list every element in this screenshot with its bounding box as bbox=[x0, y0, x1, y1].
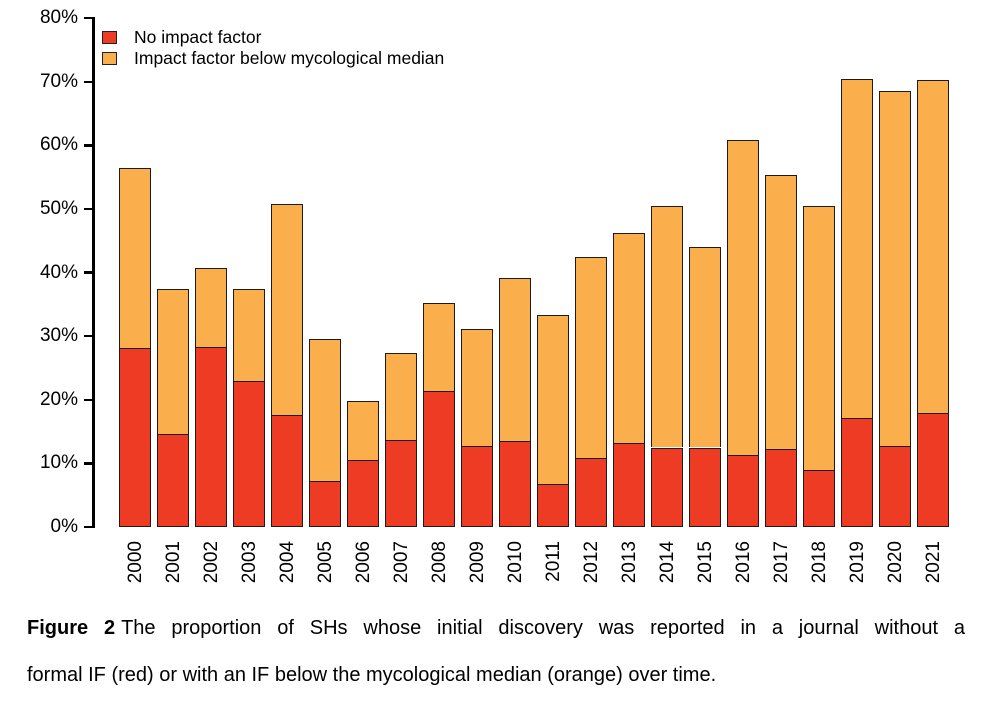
bar-segment-red-2020 bbox=[879, 446, 911, 527]
bar-segment-red-2021 bbox=[917, 413, 949, 527]
y-tick-label-40%: 40% bbox=[39, 261, 78, 283]
x-tick-label-2006: 2006 bbox=[352, 541, 374, 584]
x-tick-label-2008: 2008 bbox=[428, 541, 450, 584]
bar-segment-orange-2015 bbox=[689, 247, 721, 448]
legend-item-no-impact-factor: No impact factor bbox=[102, 27, 444, 47]
x-tick-label-2017: 2017 bbox=[770, 541, 792, 584]
bar-segment-red-2002 bbox=[195, 347, 227, 527]
y-tick-mark-0% bbox=[84, 525, 93, 529]
figure-caption-line-2: formal IF (red) or with an IF below the … bbox=[27, 652, 965, 699]
bar-segment-orange-2006 bbox=[347, 401, 379, 461]
bar-segment-orange-2007 bbox=[385, 353, 417, 440]
bar-segment-red-2019 bbox=[841, 418, 873, 527]
bar-segment-red-2014 bbox=[651, 447, 683, 527]
bar-segment-red-2016 bbox=[727, 455, 759, 527]
y-tick-label-50%: 50% bbox=[39, 198, 78, 219]
figure-caption-line-1: Figure 2 The proportion of SHs whose init… bbox=[27, 605, 965, 652]
bar-segment-red-2000 bbox=[119, 348, 151, 527]
x-tick-label-2010: 2010 bbox=[504, 541, 526, 584]
y-tick-mark-40% bbox=[84, 271, 93, 274]
bar-segment-orange-2012 bbox=[575, 256, 607, 459]
x-tick-label-2019: 2019 bbox=[846, 541, 868, 584]
bar-segment-orange-2009 bbox=[461, 328, 493, 446]
bar-segment-red-2012 bbox=[575, 458, 607, 527]
x-tick-label-2014: 2014 bbox=[656, 541, 678, 584]
bar-segment-red-2007 bbox=[385, 439, 417, 527]
y-tick-mark-20% bbox=[84, 398, 93, 402]
y-tick-label-20%: 20% bbox=[39, 388, 78, 410]
bar-segment-orange-2000 bbox=[119, 168, 151, 349]
y-tick-mark-30% bbox=[84, 334, 93, 338]
y-tick-mark-50% bbox=[84, 207, 93, 211]
x-tick-label-2015: 2015 bbox=[694, 541, 716, 584]
legend-label-no-impact-factor: No impact factor bbox=[134, 27, 262, 47]
x-tick-label-2020: 2020 bbox=[884, 541, 906, 584]
bar-segment-orange-2010 bbox=[499, 277, 531, 441]
x-tick-label-2007: 2007 bbox=[390, 541, 412, 584]
legend-swatch-orange bbox=[102, 51, 117, 65]
x-tick-label-2011: 2011 bbox=[542, 541, 564, 582]
bar-segment-red-2009 bbox=[461, 445, 493, 527]
bar-segment-red-2005 bbox=[309, 480, 341, 527]
bar-segment-orange-2017 bbox=[765, 174, 797, 450]
y-tick-label-0%: 0% bbox=[50, 516, 78, 537]
x-tick-label-2000: 2000 bbox=[124, 541, 146, 584]
bar-segment-red-2003 bbox=[233, 380, 265, 527]
x-tick-label-2005: 2005 bbox=[314, 541, 336, 584]
bar-segment-orange-2011 bbox=[537, 315, 569, 485]
x-tick-label-2001: 2001 bbox=[162, 541, 184, 584]
x-tick-label-2021: 2021 bbox=[922, 541, 944, 584]
bar-segment-orange-2014 bbox=[651, 205, 683, 448]
y-axis-line bbox=[92, 17, 95, 528]
bar-segment-orange-2001 bbox=[157, 288, 189, 434]
bar-segment-orange-2005 bbox=[309, 339, 341, 481]
y-tick-label-60%: 60% bbox=[39, 134, 78, 156]
bar-segment-red-2017 bbox=[765, 449, 797, 527]
bar-segment-orange-2013 bbox=[613, 233, 645, 444]
bar-segment-red-2010 bbox=[499, 440, 531, 527]
figure-caption-text-1: The proportion of SHs whose initial disc… bbox=[121, 617, 965, 639]
bar-segment-red-2011 bbox=[537, 484, 569, 527]
bar-segment-orange-2002 bbox=[195, 268, 227, 347]
x-tick-label-2003: 2003 bbox=[238, 541, 260, 584]
bar-segment-orange-2016 bbox=[727, 139, 759, 456]
bar-segment-red-2001 bbox=[157, 433, 189, 527]
x-tick-label-2013: 2013 bbox=[618, 541, 640, 584]
bar-segment-orange-2018 bbox=[803, 206, 835, 471]
bar-segment-orange-2019 bbox=[841, 78, 873, 419]
y-tick-label-30%: 30% bbox=[39, 325, 78, 347]
figure-caption-text-2: formal IF (red) or with an IF below the … bbox=[27, 664, 717, 686]
y-tick-mark-60% bbox=[84, 144, 93, 147]
figure-caption-label: Figure 2 bbox=[27, 617, 116, 639]
bar-segment-red-2018 bbox=[803, 470, 835, 527]
y-tick-mark-10% bbox=[84, 462, 93, 465]
y-tick-mark-80% bbox=[84, 16, 93, 20]
y-tick-label-70%: 70% bbox=[39, 70, 78, 92]
legend-swatch-red bbox=[102, 30, 117, 44]
stacked-bar-chart: No impact factor Impact factor below myc… bbox=[39, 7, 949, 584]
legend-item-below-median: Impact factor below mycological median bbox=[102, 48, 444, 68]
bar-segment-orange-2020 bbox=[879, 90, 911, 447]
chart-legend: No impact factor Impact factor below myc… bbox=[102, 27, 444, 68]
bar-segment-orange-2008 bbox=[423, 303, 455, 391]
figure-caption: Figure 2 The proportion of SHs whose init… bbox=[27, 605, 965, 699]
y-tick-label-80%: 80% bbox=[39, 7, 78, 29]
x-tick-label-2018: 2018 bbox=[808, 541, 830, 584]
y-tick-mark-70% bbox=[84, 80, 93, 84]
bar-segment-red-2015 bbox=[689, 447, 721, 527]
y-tick-label-10%: 10% bbox=[39, 452, 78, 474]
x-tick-label-2004: 2004 bbox=[276, 541, 298, 584]
bar-segment-red-2006 bbox=[347, 460, 379, 527]
bar-segment-red-2004 bbox=[271, 415, 303, 527]
bar-segment-red-2013 bbox=[613, 443, 645, 527]
bar-segment-red-2008 bbox=[423, 390, 455, 527]
legend-label-below-median: Impact factor below mycological median bbox=[134, 48, 445, 68]
bar-segment-orange-2021 bbox=[917, 79, 949, 414]
bar-segment-orange-2004 bbox=[271, 203, 303, 416]
x-tick-label-2002: 2002 bbox=[200, 541, 222, 584]
x-tick-label-2009: 2009 bbox=[466, 541, 488, 584]
x-tick-label-2012: 2012 bbox=[580, 541, 602, 584]
x-tick-label-2016: 2016 bbox=[732, 541, 754, 584]
bar-segment-orange-2003 bbox=[233, 288, 265, 381]
